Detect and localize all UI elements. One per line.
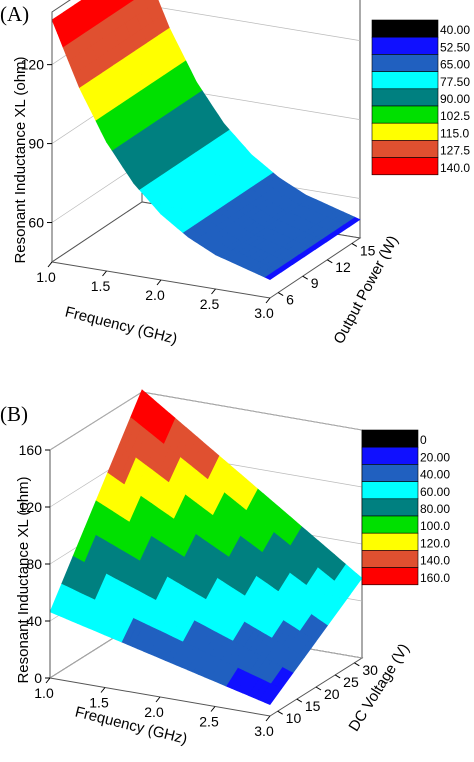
y-tick-mark [351,243,358,247]
x-tick-label: 1.0 [34,685,54,701]
z-axis-title: Resonant Inductance XL (ohm) [12,56,29,263]
legend-label: 80.00 [420,502,450,516]
legend-label: 127.5 [440,144,470,158]
y-tick-mark [302,275,308,280]
x-tick-label: 3.0 [254,305,274,321]
z-tick-label: 160 [19,442,43,458]
surface-patch [129,0,134,3]
legend-swatch [361,446,419,465]
legend-swatch [361,532,419,551]
legend-swatch [371,54,439,72]
y-tick-label: 15 [305,698,321,714]
x-tick-label: 1.5 [91,278,111,294]
y-tick-label: 25 [343,674,359,690]
surface-patch [49,583,68,615]
legend-swatch [371,36,439,55]
y-tick-label: 6 [286,292,294,308]
x-tick-mark [45,677,51,684]
legend-swatch [371,71,439,90]
z-tick-label: 90 [28,136,44,152]
panel-a-label: (A) [0,2,29,26]
x-tick-label: 2.0 [145,287,165,303]
legend-label: 140.0 [420,554,450,568]
chart-a: 1.0 1.5 2.0 2.5 3.0 6 9 12 15 60 90 120 Frequency (G… [12,0,470,348]
x-axis-title: Frequency (GHz) [63,303,179,347]
x-tick-label: 2.5 [199,714,219,730]
legend-label: 100.0 [420,519,450,533]
legend-label: 140.0 [440,161,470,175]
y-tick-label: 12 [335,259,351,275]
legend-swatch [361,464,419,482]
legend-label: 102.5 [440,109,470,123]
y-tick-label: 10 [286,710,302,726]
legend-swatch [361,481,419,500]
legend-label: 115.0 [440,126,469,140]
surface-patch [51,11,70,34]
surface [51,0,361,280]
x-tick-label: 2.0 [144,704,164,720]
x-tick-mark [210,706,216,712]
legend-swatch [371,140,439,158]
surface [49,389,363,705]
legend-label: 52.50 [440,40,470,54]
x-tick-mark [211,288,216,295]
y-tick-label: 30 [362,662,378,678]
legend-label: 0 [420,433,427,447]
y-tick-mark [277,710,283,715]
x-tick-mark [102,270,107,277]
y-tick-label: 15 [360,242,376,258]
legend-swatch [371,19,439,38]
legend-label: 20.00 [420,450,450,464]
y-tick-mark [315,686,322,691]
legend-swatch [371,88,439,107]
x-tick-mark [156,279,162,286]
z-axis-title: Resonant Inductance XL (ohm) [15,476,32,683]
legend-label: 120.0 [420,536,450,550]
z-tick-label: 80 [26,556,42,572]
legend: 0 20.00 40.00 60.00 80.00 100.0 120.0 140.0 160.… [361,429,450,586]
legend-swatch [371,105,439,124]
y-tick-mark [277,292,284,296]
z-tick-label: 40 [26,613,42,629]
legend-swatch [361,515,419,534]
y-tick-mark [354,662,360,667]
legend: 40.00 52.50 65.00 77.50 90.00 102.5 115.0 127.5… [371,19,470,176]
legend-label: 77.50 [440,75,470,89]
y-tick-mark [327,259,333,264]
x-tick-mark [47,261,53,268]
z-tick-label: 60 [28,215,44,231]
legend-label: 160.0 [420,571,450,585]
legend-swatch [361,429,419,448]
legend-swatch [361,498,419,517]
x-axis-title: Frequency (GHz) [73,703,189,747]
legend-label: 40.00 [440,23,470,37]
x-tick-mark [265,297,271,304]
y-tick-label: 9 [311,275,319,291]
y-tick-label: 20 [324,686,340,702]
z-tick-label: 120 [19,499,43,515]
z-tick-label: 0 [34,670,42,686]
x-tick-mark [265,715,271,722]
panel-b-label: (B) [0,402,28,426]
x-tick-label: 1.5 [89,695,109,711]
legend-label: 40.00 [420,468,450,482]
x-tick-mark [100,687,106,693]
z-tick-label: 120 [21,57,45,73]
legend-swatch [371,122,439,141]
y-tick-mark [296,698,303,703]
legend-swatch [361,550,419,568]
legend-label: 60.00 [420,485,450,499]
y-tick-mark [334,674,341,679]
legend-swatch [371,157,439,176]
legend-swatch [361,567,419,586]
x-tick-label: 2.5 [200,296,220,312]
x-tick-label: 1.0 [36,269,56,285]
legend-label: 65.00 [440,58,470,72]
surface-patch [100,0,109,4]
x-tick-label: 3.0 [254,723,274,739]
x-tick-mark [155,696,161,703]
legend-label: 90.00 [440,92,470,106]
